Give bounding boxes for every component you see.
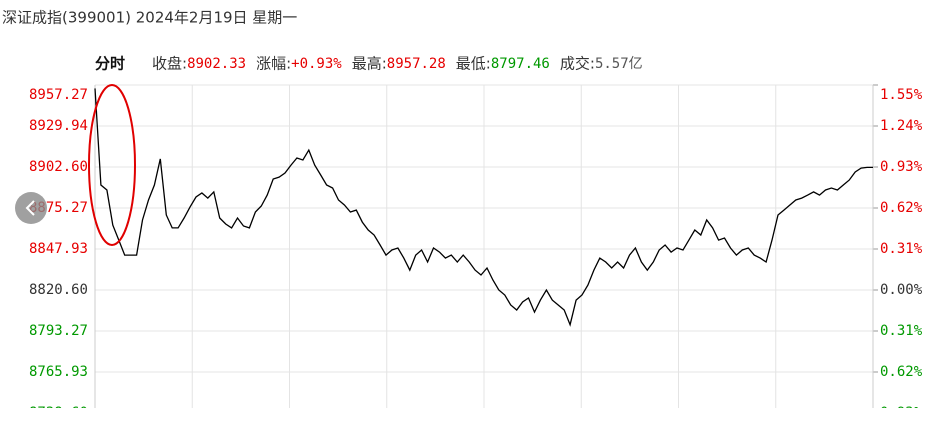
- stat-label: 最高:: [352, 55, 387, 73]
- chart-title: 深证成指(399001) 2024年2月19日 星期一: [2, 9, 297, 27]
- stat-value: 8957.28: [387, 56, 446, 72]
- y2-tick-label: 0.00%: [880, 282, 923, 298]
- nav-button[interactable]: [15, 192, 47, 224]
- y-tick-label: 8793.27: [29, 323, 88, 339]
- y2-tick-label: 1.24%: [880, 118, 923, 134]
- y2-tick-label: 0.62%: [880, 364, 923, 380]
- tab[interactable]: 分时: [95, 55, 125, 73]
- y-tick-label: 8847.93: [29, 241, 88, 257]
- y-tick-label: 8957.27: [29, 87, 88, 103]
- stat-value: 5.57亿: [595, 56, 643, 72]
- y2-tick-label: 0.31%: [880, 241, 923, 257]
- price-line: [94, 88, 873, 327]
- y2-tick-label: 1.55%: [880, 87, 923, 103]
- y2-tick-label: 0.31%: [880, 323, 923, 339]
- y2-tick-label: 0.93%: [880, 405, 923, 421]
- stat-value: +0.93%: [291, 56, 342, 72]
- y2-tick-label: 0.62%: [880, 200, 923, 216]
- stat-label: 收盘:: [152, 55, 187, 73]
- y-tick-label: 8738.60: [29, 405, 88, 421]
- y-tick-label: 8820.60: [29, 282, 88, 298]
- plot: 8957.278929.948902.608875.278847.938820.…: [29, 84, 923, 421]
- y-tick-label: 8902.60: [29, 159, 88, 175]
- y2-tick-label: 0.93%: [880, 159, 923, 175]
- y-tick-label: 8929.94: [29, 118, 88, 134]
- annotation-ellipse: [88, 84, 136, 246]
- stat-label: 成交:: [560, 55, 595, 73]
- nav-arrow: [25, 200, 35, 216]
- stat-value: 8902.33: [187, 56, 246, 72]
- stat-label: 最低:: [456, 55, 491, 73]
- y-tick-label: 8765.93: [29, 364, 88, 380]
- stat-label: 涨幅:: [256, 55, 291, 73]
- stats: 收盘: 8902.33 涨幅: +0.93% 最高: 8957.28 最低: 8797.46 成…: [152, 55, 643, 73]
- stat-value: 8797.46: [491, 56, 550, 72]
